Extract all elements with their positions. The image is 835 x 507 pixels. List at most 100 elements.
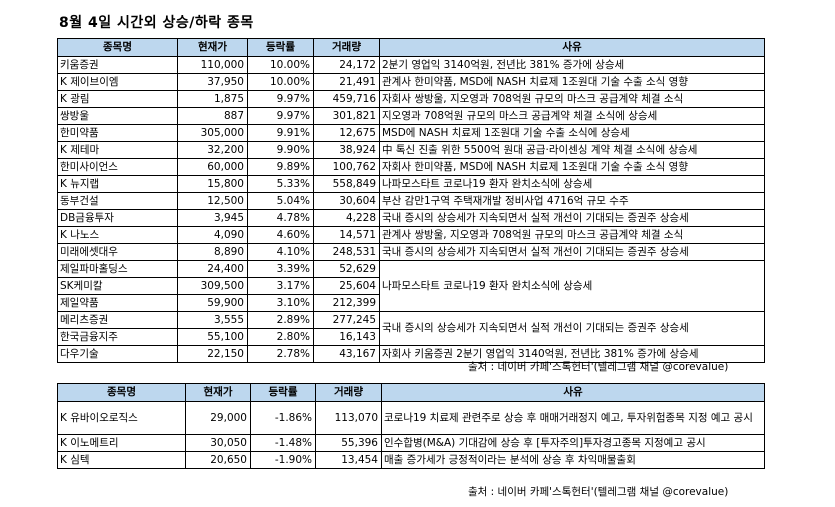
stock-rate: 3.17% (247, 277, 314, 295)
stock-price: 15,800 (177, 175, 248, 193)
stock-rate: 4.10% (247, 243, 314, 261)
stock-name: K 제이브이엠 (57, 73, 178, 91)
stock-price: 20,650 (185, 451, 251, 469)
table-row: K 뉴지랩 15,800 5.33% 558,849 나파모스타트 코로나19 … (57, 175, 765, 193)
stock-price: 110,000 (177, 56, 248, 74)
stock-name: DB금융투자 (57, 209, 178, 227)
stock-reason: 자회사 키움증권 2분기 영업익 3140억원, 전년比 381% 증가에 상승… (379, 345, 765, 363)
table-row: K 나노스 4,090 4.60% 14,571 관계사 쌍방울, 지오영과 7… (57, 226, 765, 244)
stock-reason: 지오영과 708억원 규모의 마스크 공급계약 체결 소식에 상승세 (379, 107, 765, 125)
stock-volume: 248,531 (313, 243, 380, 261)
stock-rate: 9.90% (247, 141, 314, 159)
stock-rate: -1.86% (250, 401, 316, 435)
header-name: 종목명 (57, 38, 178, 57)
stock-name: 한미약품 (57, 124, 178, 142)
header-reason: 사유 (381, 383, 765, 402)
rising-stocks-table: 종목명 현재가 등락률 거래량 사유 키움증권 110,000 10.00% 2… (57, 38, 765, 363)
stock-reason: 자회사 쌍방울, 지오영과 708억원 규모의 마스크 공급계약 체결 소식 (379, 90, 765, 108)
page-title: 8월 4일 시간외 상승/하락 종목 (59, 15, 254, 31)
header-rate: 등락률 (247, 38, 314, 57)
stock-rate: -1.90% (250, 451, 316, 469)
stock-rate: 10.00% (247, 73, 314, 91)
table-row: 다우기술 22,150 2.78% 43,167 자회사 키움증권 2분기 영업… (57, 345, 765, 363)
stock-reason: 관계사 쌍방울, 지오영과 708억원 규모의 마스크 공급계약 체결 소식 (379, 226, 765, 244)
stock-name: 제일파마홀딩스 (57, 260, 178, 278)
stock-price: 29,000 (185, 401, 251, 435)
stock-price: 8,890 (177, 243, 248, 261)
stock-price: 309,500 (177, 277, 248, 295)
stock-volume: 24,172 (313, 56, 380, 74)
stock-volume: 55,396 (315, 434, 382, 452)
header-price: 현재가 (185, 383, 251, 402)
stock-rate: 5.04% (247, 192, 314, 210)
stock-volume: 16,143 (313, 328, 380, 346)
table-row: K 광림 1,875 9.97% 459,716 자회사 쌍방울, 지오영과 7… (57, 90, 765, 108)
stock-name: K 유바이오로직스 (57, 401, 186, 435)
stock-name: SK케미칼 (57, 277, 178, 295)
stock-rate: 9.97% (247, 107, 314, 125)
stock-reason-merged: 국내 증시의 상승세가 지속되면서 실적 개선이 기대되는 증권주 상승세 (379, 311, 765, 346)
header-rate: 등락률 (250, 383, 316, 402)
stock-volume: 100,762 (313, 158, 380, 176)
stock-rate: -1.48% (250, 434, 316, 452)
stock-name: 한국금융지주 (57, 328, 178, 346)
stock-volume: 12,675 (313, 124, 380, 142)
stock-reason: 국내 증시의 상승세가 지속되면서 실적 개선이 기대되는 증권주 상승세 (379, 243, 765, 261)
stock-rate: 9.89% (247, 158, 314, 176)
stock-price: 60,000 (177, 158, 248, 176)
stock-volume: 277,245 (313, 311, 380, 329)
stock-volume: 52,629 (313, 260, 380, 278)
stock-price: 1,875 (177, 90, 248, 108)
stock-name: K 뉴지랩 (57, 175, 178, 193)
table-row: DB금융투자 3,945 4.78% 4,228 국내 증시의 상승세가 지속되… (57, 209, 765, 227)
stock-price: 12,500 (177, 192, 248, 210)
table-row: K 유바이오로직스 29,000 -1.86% 113,070 코로나19 치료… (57, 401, 765, 435)
stock-name: 동부건설 (57, 192, 178, 210)
header-name: 종목명 (57, 383, 186, 402)
stock-reason-merged: 나파모스타트 코로나19 환자 완치소식에 상승세 (379, 260, 765, 312)
stock-rate: 2.80% (247, 328, 314, 346)
stock-rate: 2.78% (247, 345, 314, 363)
stock-name: 한미사이언스 (57, 158, 178, 176)
table-row: K 제이브이엠 37,950 10.00% 21,491 관계사 한미약품, M… (57, 73, 765, 91)
source-note: 출처 : 네이버 카페'스톡헌터'(텔레그램 채널 @corevalue) (468, 361, 729, 373)
table-row: K 심텍 20,650 -1.90% 13,454 매출 증가세가 긍정적이라는… (57, 451, 765, 469)
table-row: 키움증권 110,000 10.00% 24,172 2분기 영업익 3140억… (57, 56, 765, 74)
header-price: 현재가 (177, 38, 248, 57)
stock-price: 3,555 (177, 311, 248, 329)
stock-price: 59,900 (177, 294, 248, 312)
stock-volume: 459,716 (313, 90, 380, 108)
table-row: 메리츠증권 3,555 2.89% 277,245 국내 증시의 상승세가 지속… (57, 311, 765, 346)
stock-rate: 3.39% (247, 260, 314, 278)
stock-volume: 13,454 (315, 451, 382, 469)
table-row: 제일파마홀딩스 24,400 3.39% 52,629 나파모스타트 코로나19… (57, 260, 765, 312)
stock-name: 다우기술 (57, 345, 178, 363)
header-volume: 거래량 (315, 383, 382, 402)
stock-volume: 25,604 (313, 277, 380, 295)
table-row: K 이노메트리 30,050 -1.48% 55,396 인수합병(M&A) 기… (57, 434, 765, 452)
stock-reason: 관계사 한미약품, MSD에 NASH 치료제 1조원대 기술 수출 소식 영향 (379, 73, 765, 91)
stock-price: 3,945 (177, 209, 248, 227)
stock-price: 22,150 (177, 345, 248, 363)
stock-volume: 301,821 (313, 107, 380, 125)
stock-reason: 국내 증시의 상승세가 지속되면서 실적 개선이 기대되는 증권주 상승세 (379, 209, 765, 227)
stock-volume: 43,167 (313, 345, 380, 363)
table-row: 미래에셋대우 8,890 4.10% 248,531 국내 증시의 상승세가 지… (57, 243, 765, 261)
stock-name: 키움증권 (57, 56, 178, 74)
stock-rate: 9.91% (247, 124, 314, 142)
stock-rate: 3.10% (247, 294, 314, 312)
source-note: 출처 : 네이버 카페'스톡헌터'(텔레그램 채널 @corevalue) (468, 486, 729, 498)
stock-name: K 이노메트리 (57, 434, 186, 452)
stock-price: 887 (177, 107, 248, 125)
stock-name: K 광림 (57, 90, 178, 108)
stock-volume: 30,604 (313, 192, 380, 210)
stock-name: 제일약품 (57, 294, 178, 312)
header-reason: 사유 (379, 38, 765, 57)
stock-volume: 14,571 (313, 226, 380, 244)
stock-volume: 113,070 (315, 401, 382, 435)
table-row: 쌍방울 887 9.97% 301,821 지오영과 708억원 규모의 마스크… (57, 107, 765, 125)
table-row: K 제테마 32,200 9.90% 38,924 中 톡신 진출 위한 550… (57, 141, 765, 159)
stock-name: K 제테마 (57, 141, 178, 159)
stock-name: 메리츠증권 (57, 311, 178, 329)
stock-reason: 부산 감만1구역 주택재개발 정비사업 4716억 규모 수주 (379, 192, 765, 210)
